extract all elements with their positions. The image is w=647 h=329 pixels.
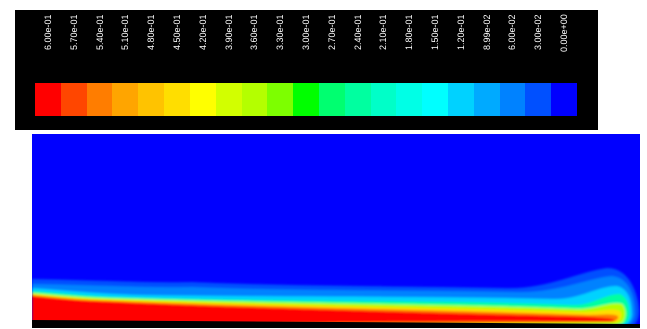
bottom-wall-edge (32, 320, 640, 328)
colorbar-tick-label: 8.99e-02 (481, 14, 492, 50)
colorbar-swatch (189, 83, 216, 116)
colorbar-swatch (60, 83, 87, 116)
colorbar-swatch (215, 83, 242, 116)
colorbar-swatch (370, 83, 397, 116)
colorbar-tick-label: 2.10e-01 (378, 14, 389, 50)
colorbar-tick-label: 3.30e-01 (275, 14, 286, 50)
colorbar-tick-label: 4.80e-01 (146, 14, 157, 50)
colorbar-tick-label: 6.00e-02 (507, 14, 518, 50)
colorbar-tick-label: 1.80e-01 (404, 14, 415, 50)
colorbar-swatch (473, 83, 500, 116)
colorbar-swatch (499, 83, 526, 116)
colorbar-tick-label: 5.70e-01 (68, 14, 79, 50)
colorbar-tick-label: 2.70e-01 (326, 14, 337, 50)
colorbar-swatch (164, 83, 190, 116)
colorbar-tick-label: 6.00e-01 (42, 14, 53, 50)
colorbar-tick-labels: 6.00e-01 5.70e-01 5.40e-01 5.10e-01 4.80e-01… (35, 14, 577, 82)
colorbar-swatch (267, 83, 294, 116)
colorbar-tick-label: 3.60e-01 (249, 14, 260, 50)
colorbar-tick-label: 1.50e-01 (430, 14, 441, 50)
contour-bands (32, 268, 639, 328)
colorbar-legend: 6.00e-01 5.70e-01 5.40e-01 5.10e-01 4.80e-01… (15, 10, 598, 130)
colorbar-swatch (86, 83, 113, 116)
colorbar-swatch (525, 83, 552, 116)
contour-band-core (32, 296, 615, 327)
colorbar-swatch (551, 83, 578, 116)
colorbar-swatch (35, 83, 61, 116)
colorbar-swatch (318, 83, 345, 116)
colorbar-swatch (448, 83, 474, 116)
colorbar-tick-label: 4.20e-01 (197, 14, 208, 50)
colorbar-scale (35, 83, 578, 116)
colorbar-tick-label: 4.50e-01 (171, 14, 182, 50)
colorbar-tick-label: 0.00e+00 (559, 14, 570, 52)
colorbar-swatch (344, 83, 371, 116)
colorbar-tick-label: 3.00e-02 (533, 14, 544, 50)
contour-plot (32, 134, 640, 328)
colorbar-swatch (293, 83, 319, 116)
colorbar-swatch (241, 83, 268, 116)
colorbar-tick-label: 3.00e-01 (301, 14, 311, 50)
colorbar-swatch (138, 83, 165, 116)
colorbar-swatch (396, 83, 423, 116)
colorbar-tick-label: 1.20e-01 (455, 14, 466, 50)
colorbar-swatch (422, 83, 448, 116)
colorbar-tick-label: 3.90e-01 (223, 14, 234, 50)
colorbar-tick-label: 5.40e-01 (94, 14, 105, 50)
colorbar-swatch (112, 83, 139, 116)
colorbar-tick-label: 5.10e-01 (120, 14, 131, 50)
colorbar-tick-label: 2.40e-01 (352, 14, 363, 50)
